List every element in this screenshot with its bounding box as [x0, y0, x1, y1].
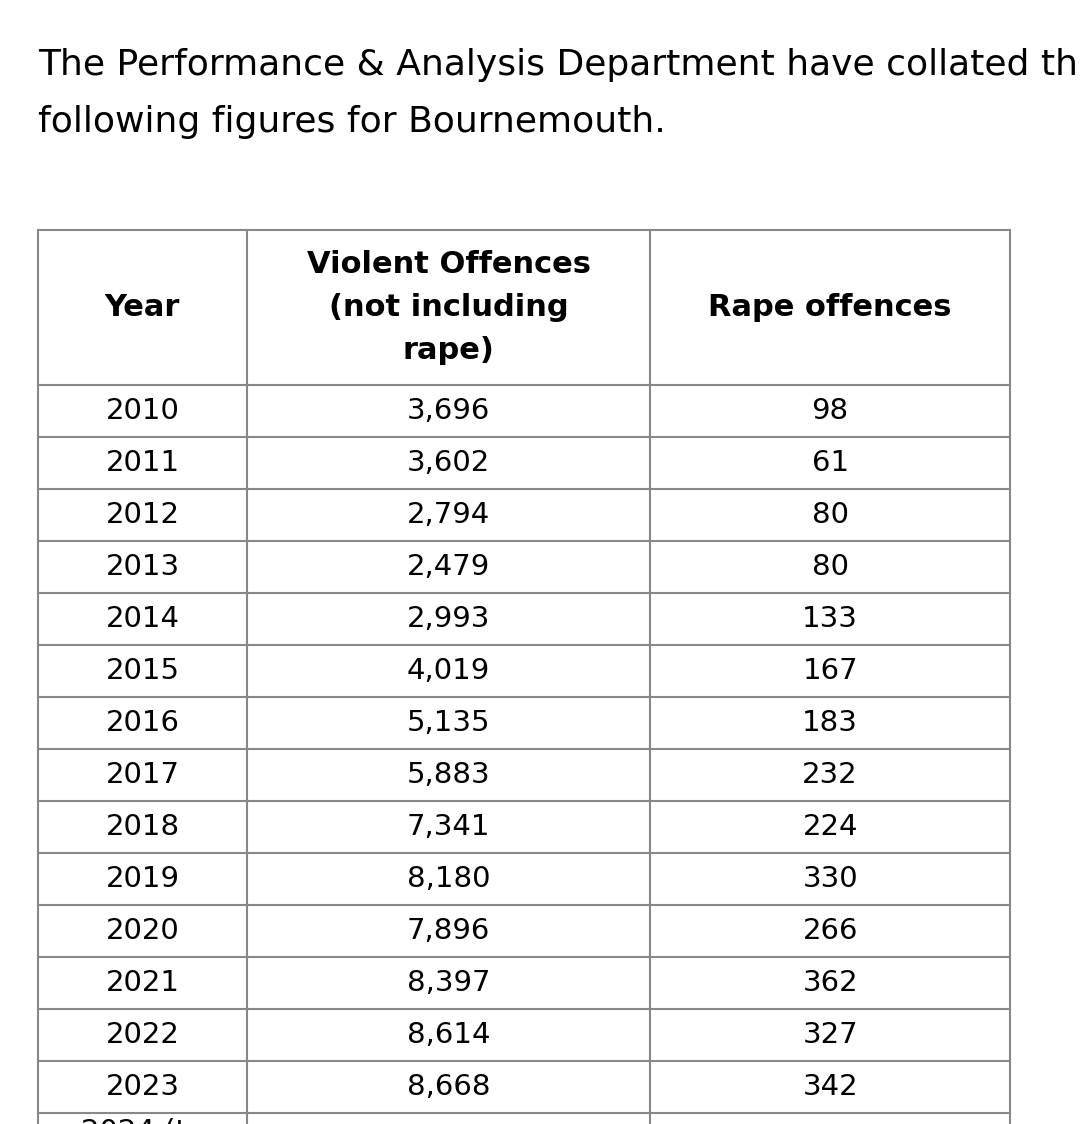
Text: following figures for Bournemouth.: following figures for Bournemouth.	[38, 105, 665, 139]
Text: 330: 330	[802, 865, 858, 892]
Text: 2015: 2015	[106, 658, 179, 685]
Text: 2024 (to
date): 2024 (to date)	[81, 1117, 204, 1124]
Text: 2021: 2021	[106, 969, 179, 997]
Text: 2022: 2022	[106, 1021, 179, 1049]
Text: 232: 232	[802, 761, 858, 789]
Text: 362: 362	[802, 969, 858, 997]
Text: 2020: 2020	[106, 917, 179, 945]
Text: 5,883: 5,883	[407, 761, 490, 789]
Text: 183: 183	[802, 709, 859, 737]
Text: 7,896: 7,896	[407, 917, 490, 945]
Text: Violent Offences
(not including
rape): Violent Offences (not including rape)	[307, 251, 591, 365]
Text: Year: Year	[105, 293, 180, 321]
Text: 2023: 2023	[106, 1073, 179, 1102]
Text: 2019: 2019	[106, 865, 179, 892]
Text: Rape offences: Rape offences	[708, 293, 951, 321]
Text: 80: 80	[812, 501, 849, 529]
Text: 80: 80	[812, 553, 849, 581]
Text: 327: 327	[802, 1021, 858, 1049]
Text: 61: 61	[811, 448, 849, 477]
Text: 8,614: 8,614	[407, 1021, 490, 1049]
Text: 4,019: 4,019	[407, 658, 490, 685]
Text: 167: 167	[802, 658, 858, 685]
Text: 2012: 2012	[106, 501, 179, 529]
Text: 3,696: 3,696	[407, 397, 490, 425]
Text: 5,135: 5,135	[407, 709, 490, 737]
Text: 2,794: 2,794	[407, 501, 490, 529]
Text: 266: 266	[802, 917, 858, 945]
Text: 133: 133	[802, 605, 859, 633]
Text: 2014: 2014	[106, 605, 179, 633]
Text: The Performance & Analysis Department have collated the: The Performance & Analysis Department ha…	[38, 48, 1080, 82]
Text: 2017: 2017	[106, 761, 179, 789]
Text: 3,602: 3,602	[407, 448, 490, 477]
Text: 2010: 2010	[106, 397, 179, 425]
Text: 8,397: 8,397	[407, 969, 490, 997]
Text: 8,668: 8,668	[407, 1073, 490, 1102]
Text: 8,180: 8,180	[407, 865, 490, 892]
Text: 2,993: 2,993	[407, 605, 490, 633]
Text: 2013: 2013	[106, 553, 179, 581]
Text: 7,341: 7,341	[407, 813, 490, 841]
Text: 2,479: 2,479	[407, 553, 490, 581]
Text: 224: 224	[802, 813, 858, 841]
Text: 98: 98	[811, 397, 849, 425]
Text: 2018: 2018	[106, 813, 179, 841]
Text: 2011: 2011	[106, 448, 179, 477]
Text: 342: 342	[802, 1073, 858, 1102]
Text: 2016: 2016	[106, 709, 179, 737]
